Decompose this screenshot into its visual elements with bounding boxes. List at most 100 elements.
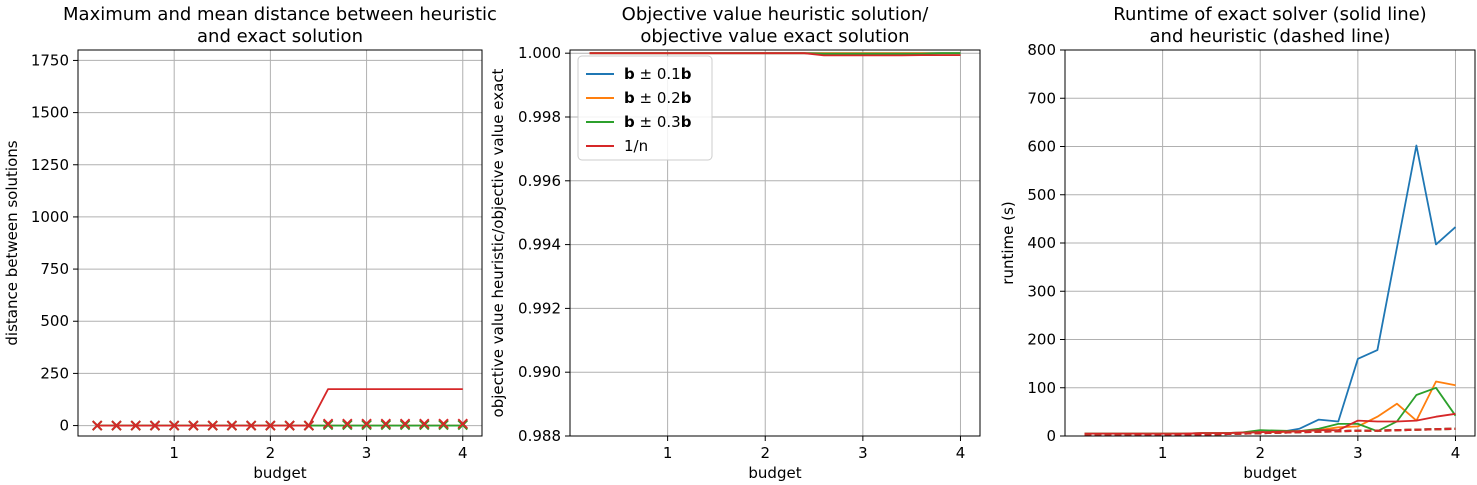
chart-panel-2: 1 2 3 4 0.988 0.990 0.992 0.994 0.996 0.998 1.000 O… (489, 4, 981, 482)
x-tick-label: 2 (266, 444, 276, 462)
data-point-marker (322, 418, 334, 429)
x-tick-label: 2 (1255, 444, 1265, 462)
marker-stroke (207, 420, 218, 431)
legend-entry-label: b ± 0.3b (624, 113, 692, 131)
x-tick-label: 4 (1451, 444, 1461, 462)
chart-title-line1: Maximum and mean distance between heuris… (63, 4, 497, 25)
x-tick-label: 3 (1353, 444, 1363, 462)
series-line (1084, 144, 1457, 435)
x-tick-label: 1 (663, 444, 673, 462)
y-tick-label: 200 (1027, 331, 1056, 349)
plot-area (1084, 144, 1457, 436)
x-tick-label: 1 (1158, 444, 1168, 462)
chart-title-line2: and heuristic (dashed line) (1150, 26, 1391, 47)
y-tick-label: 1.000 (518, 44, 561, 62)
y-tick-label: 0 (1046, 427, 1056, 445)
data-point-marker (246, 420, 257, 431)
y-tick-label: 600 (1027, 138, 1056, 156)
marker-stroke (342, 418, 353, 429)
series-line (1084, 427, 1456, 436)
x-tick-label: 4 (956, 444, 966, 462)
data-point-marker (207, 420, 218, 431)
y-tick-label: 400 (1027, 234, 1056, 252)
marker-stroke (419, 418, 430, 429)
marker-stroke (188, 420, 199, 431)
x-axis-label: budget (748, 464, 801, 482)
plot-area (589, 52, 961, 57)
data-point-marker (361, 418, 372, 429)
y-tick-label: 800 (1027, 41, 1056, 59)
y-tick-label: 0.994 (518, 236, 561, 254)
data-point-marker (111, 420, 122, 431)
axes-frame (77, 49, 483, 437)
y-tick-label: 0.988 (518, 427, 561, 445)
marker-stroke (149, 420, 161, 431)
y-tick-label: 500 (1027, 186, 1056, 204)
data-point-marker (265, 420, 276, 431)
data-point-marker (303, 420, 314, 431)
marker-stroke (399, 418, 411, 429)
marker-stroke (380, 418, 391, 429)
marker-stroke (246, 420, 257, 431)
y-tick-label: 1500 (31, 104, 69, 122)
legend-entry-label: b ± 0.2b (624, 89, 692, 107)
data-point-marker (188, 420, 199, 431)
y-tick-label: 0.992 (518, 299, 561, 317)
data-point-marker (226, 420, 238, 431)
legend: b ± 0.1b b ± 0.2b b ± 0.3b 1/n (577, 55, 713, 161)
marker-stroke (284, 420, 295, 431)
x-axis-label: budget (1243, 464, 1296, 482)
marker-stroke (265, 420, 276, 431)
data-point-marker (149, 420, 161, 431)
data-point-marker (284, 420, 295, 431)
x-axis-label: budget (253, 464, 306, 482)
legend-entry-label: 1/n (624, 137, 648, 155)
marker-stroke (457, 418, 468, 429)
data-point-marker (399, 418, 411, 429)
data-point-marker (342, 418, 353, 429)
data-point-marker (419, 418, 430, 429)
marker-stroke (92, 420, 103, 431)
data-point-marker (438, 418, 449, 429)
y-tick-label: 1000 (31, 208, 69, 226)
data-point-marker (169, 420, 180, 431)
marker-stroke (322, 418, 334, 429)
plot-area (92, 388, 468, 431)
y-tick-label: 500 (40, 312, 69, 330)
x-tick-label: 4 (458, 444, 468, 462)
y-axis-label: objective value heuristic/objective valu… (489, 68, 507, 417)
data-point-marker (380, 418, 391, 429)
y-tick-label: 100 (1027, 379, 1056, 397)
y-tick-label: 0.998 (518, 108, 561, 126)
marker-stroke (361, 418, 372, 429)
marker-stroke (438, 418, 449, 429)
data-point-marker (92, 420, 103, 431)
axes-frame (569, 49, 981, 437)
series-line (1084, 386, 1457, 435)
chart-title-line2: and exact solution (197, 26, 363, 47)
chart-panel-1: 1 2 3 4 0 250 500 750 1000 1250 1500 1750 Maximum an… (3, 4, 497, 482)
y-tick-label: 250 (40, 364, 69, 382)
series-line (589, 52, 961, 57)
y-tick-label: 300 (1027, 282, 1056, 300)
series-line (1084, 380, 1456, 435)
y-axis-label: runtime (s) (999, 201, 1017, 284)
y-tick-label: 750 (40, 260, 69, 278)
y-tick-label: 0.990 (518, 363, 561, 381)
marker-stroke (303, 420, 314, 431)
chart-title-line1: Runtime of exact solver (solid line) (1113, 4, 1426, 25)
data-point-marker (457, 418, 468, 429)
series-line (97, 388, 463, 427)
y-tick-label: 0 (59, 417, 69, 435)
legend-box (577, 55, 713, 161)
x-tick-label: 2 (760, 444, 770, 462)
x-tick-label: 3 (362, 444, 372, 462)
marker-stroke (226, 420, 238, 431)
y-tick-label: 1750 (31, 51, 69, 69)
marker-stroke (130, 420, 141, 431)
chart-panel-3: 1 2 3 4 0 100 200 300 400 500 600 700 800 Runtime of … (999, 4, 1476, 482)
y-tick-label: 1250 (31, 156, 69, 174)
legend-entry-label: b ± 0.1b (624, 65, 692, 83)
y-tick-label: 700 (1027, 89, 1056, 107)
